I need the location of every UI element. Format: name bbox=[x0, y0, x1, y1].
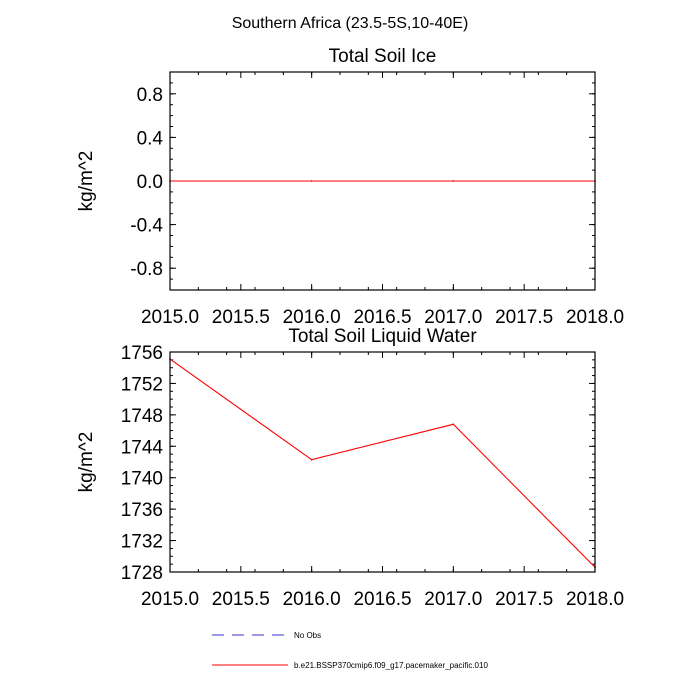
x-tick-label: 2016.0 bbox=[283, 307, 341, 328]
y-tick-label: 1740 bbox=[121, 469, 163, 490]
y-tick-label: 0.0 bbox=[137, 172, 163, 193]
x-tick-label: 2016.0 bbox=[283, 589, 341, 610]
legend-label-no-obs: No Obs bbox=[294, 631, 321, 640]
y-tick-label: 0.4 bbox=[137, 128, 164, 149]
x-tick-label: 2015.5 bbox=[212, 589, 270, 610]
data-point bbox=[310, 458, 313, 461]
y-axis-label: kg/m^2 bbox=[76, 151, 97, 212]
panel-total-soil-ice: Total Soil Ice 2015.0 2015.5 2016.0 2016.5 20… bbox=[76, 46, 624, 328]
y-tick-label: 1732 bbox=[121, 532, 163, 553]
x-tick-label: 2017.5 bbox=[495, 589, 553, 610]
y-tick-label: 1748 bbox=[121, 406, 163, 427]
legend: No Obs b.e21.BSSP370cmip6.f09_g17.pacema… bbox=[212, 631, 488, 670]
y-tick-label: -0.8 bbox=[130, 259, 163, 280]
y-tick-label: 1744 bbox=[121, 437, 164, 458]
x-tick-label: 2015.0 bbox=[141, 589, 199, 610]
y-tick-label: 1728 bbox=[121, 563, 163, 584]
y-tick-label: 1752 bbox=[121, 374, 163, 395]
panel-title: Total Soil Liquid Water bbox=[288, 326, 477, 347]
data-point bbox=[452, 423, 455, 426]
legend-label-model-run: b.e21.BSSP370cmip6.f09_g17.pacemaker_pac… bbox=[294, 661, 488, 670]
y-tick-label: 0.8 bbox=[137, 85, 163, 106]
panel-total-soil-liquid-water: Total Soil Liquid Water 2015.0 2015.5 2016.… bbox=[76, 326, 624, 610]
x-tick-label: 2017.0 bbox=[424, 307, 482, 328]
data-point bbox=[452, 180, 455, 182]
series-line bbox=[169, 358, 596, 568]
x-tick-label: 2017.5 bbox=[495, 307, 553, 328]
y-tick-label: 1756 bbox=[121, 343, 163, 364]
data-point bbox=[310, 180, 313, 182]
y-tick-label: 1736 bbox=[121, 500, 163, 521]
x-tick-label: 2017.0 bbox=[424, 589, 482, 610]
plot-frame bbox=[169, 71, 596, 291]
x-tick-label: 2018.0 bbox=[566, 589, 624, 610]
plot-frame bbox=[169, 351, 596, 573]
panel-title: Total Soil Ice bbox=[329, 46, 437, 67]
x-tick-label: 2015.5 bbox=[212, 307, 270, 328]
y-tick-label: -0.4 bbox=[130, 216, 163, 237]
x-tick-label: 2015.0 bbox=[141, 307, 199, 328]
y-axis-label: kg/m^2 bbox=[76, 432, 97, 493]
figure-title: Southern Africa (23.5-5S,10-40E) bbox=[232, 15, 469, 32]
x-tick-label: 2016.5 bbox=[353, 307, 411, 328]
x-tick-label: 2016.5 bbox=[353, 589, 411, 610]
x-tick-label: 2018.0 bbox=[566, 307, 624, 328]
